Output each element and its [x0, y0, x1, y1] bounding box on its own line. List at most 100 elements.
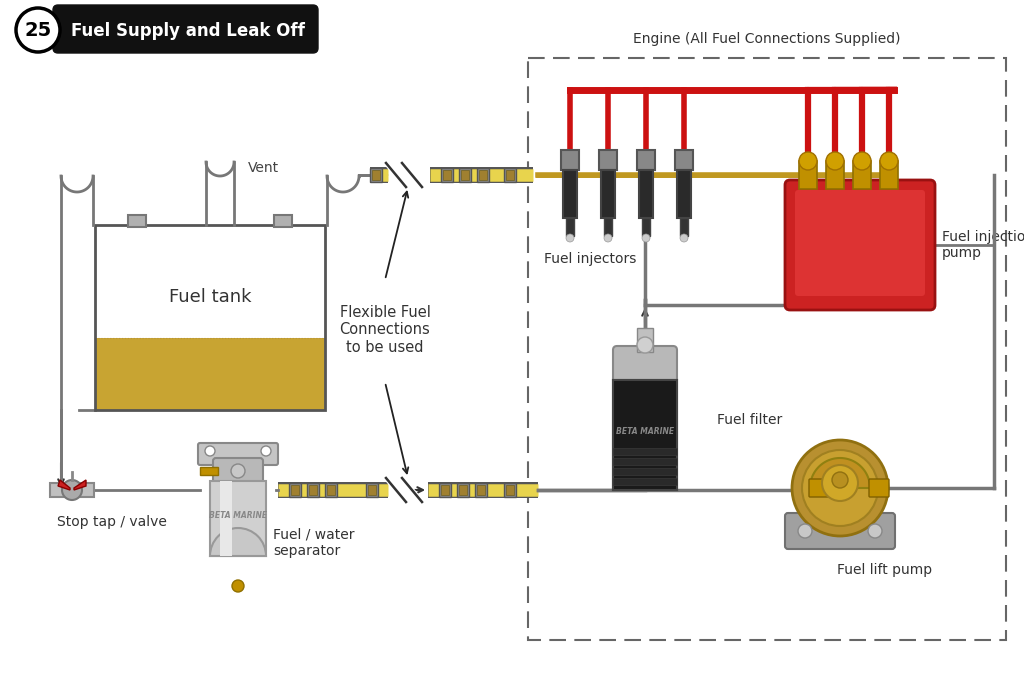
Circle shape	[16, 8, 60, 52]
Bar	[528, 58, 1006, 640]
FancyBboxPatch shape	[869, 479, 889, 497]
Bar	[853, 161, 871, 189]
Circle shape	[853, 152, 871, 170]
Bar	[604, 218, 612, 236]
Bar	[637, 328, 653, 352]
Bar	[613, 380, 677, 490]
Bar	[504, 168, 516, 182]
Wedge shape	[210, 528, 266, 556]
Circle shape	[831, 472, 848, 488]
Bar	[220, 481, 232, 556]
Bar	[677, 170, 691, 218]
Bar	[799, 161, 817, 189]
Bar	[289, 483, 301, 497]
Bar	[459, 168, 471, 182]
Circle shape	[802, 450, 878, 526]
Bar	[372, 170, 380, 180]
Text: Fuel lift pump: Fuel lift pump	[838, 563, 933, 577]
Circle shape	[822, 465, 858, 501]
Circle shape	[205, 446, 215, 456]
Polygon shape	[58, 480, 70, 490]
Bar	[613, 380, 677, 490]
Bar	[675, 150, 693, 170]
Text: Stop tap / valve: Stop tap / valve	[57, 515, 167, 529]
FancyBboxPatch shape	[213, 458, 263, 484]
Text: BETA MARINE: BETA MARINE	[209, 510, 267, 520]
Bar	[566, 218, 574, 236]
Text: Fuel injectors: Fuel injectors	[544, 252, 636, 266]
Circle shape	[62, 480, 82, 500]
Bar	[680, 218, 688, 236]
Text: Fuel tank: Fuel tank	[169, 288, 251, 307]
Circle shape	[792, 440, 888, 536]
Bar	[95, 338, 325, 410]
Bar	[637, 150, 655, 170]
Bar	[307, 483, 319, 497]
Bar	[477, 168, 489, 182]
Bar	[601, 170, 615, 218]
Bar	[95, 225, 325, 410]
Bar	[639, 170, 653, 218]
Bar	[95, 225, 325, 410]
Bar	[506, 170, 514, 180]
Circle shape	[637, 337, 653, 353]
Circle shape	[826, 152, 844, 170]
Circle shape	[261, 446, 271, 456]
Circle shape	[642, 234, 650, 242]
Bar	[210, 481, 266, 556]
Bar	[504, 483, 516, 497]
Bar	[479, 170, 487, 180]
Bar	[613, 448, 677, 455]
Bar	[461, 170, 469, 180]
Circle shape	[566, 234, 574, 242]
Text: 25: 25	[25, 20, 51, 40]
Bar	[613, 478, 677, 485]
Bar	[642, 218, 650, 236]
Text: Fuel / water
separator: Fuel / water separator	[273, 528, 354, 558]
Circle shape	[799, 152, 817, 170]
Bar	[880, 161, 898, 189]
FancyBboxPatch shape	[198, 443, 278, 465]
Circle shape	[880, 152, 898, 170]
Text: Flexible Fuel
Connections
to be used: Flexible Fuel Connections to be used	[340, 305, 430, 355]
Polygon shape	[810, 458, 870, 488]
Bar	[443, 170, 451, 180]
Circle shape	[604, 234, 612, 242]
Bar	[327, 485, 335, 495]
Circle shape	[231, 464, 245, 478]
Bar	[439, 483, 451, 497]
Bar	[370, 168, 382, 182]
Text: Fuel Supply and Leak Off: Fuel Supply and Leak Off	[71, 22, 305, 40]
Bar	[506, 485, 514, 495]
Text: Engine (All Fuel Connections Supplied): Engine (All Fuel Connections Supplied)	[633, 32, 901, 46]
Bar	[457, 483, 469, 497]
Bar	[826, 161, 844, 189]
FancyBboxPatch shape	[809, 479, 829, 497]
Bar	[441, 168, 453, 182]
Circle shape	[680, 234, 688, 242]
Bar	[50, 483, 94, 497]
Bar	[325, 483, 337, 497]
Bar	[561, 150, 579, 170]
FancyBboxPatch shape	[785, 180, 935, 310]
Bar	[613, 458, 677, 465]
Text: Vent: Vent	[248, 161, 280, 175]
Bar	[613, 468, 677, 475]
FancyBboxPatch shape	[785, 513, 895, 549]
Bar	[309, 485, 317, 495]
Text: Fuel filter: Fuel filter	[717, 413, 782, 427]
Bar	[274, 215, 292, 227]
Circle shape	[868, 524, 882, 538]
Bar	[599, 150, 617, 170]
Bar	[291, 485, 299, 495]
Polygon shape	[74, 480, 86, 490]
Circle shape	[232, 580, 244, 592]
Bar	[477, 485, 485, 495]
Bar	[563, 170, 577, 218]
FancyBboxPatch shape	[613, 346, 677, 384]
Bar	[200, 467, 218, 475]
Text: Fuel injection
pump: Fuel injection pump	[942, 230, 1024, 260]
Bar	[128, 215, 146, 227]
FancyBboxPatch shape	[795, 190, 925, 296]
Bar	[368, 485, 376, 495]
